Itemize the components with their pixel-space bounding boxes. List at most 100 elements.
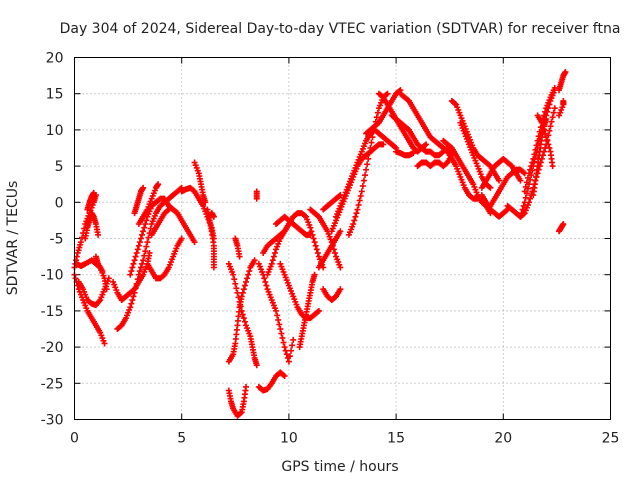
data-point (452, 100, 459, 107)
data-point (280, 372, 287, 379)
data-point (128, 300, 135, 307)
data-point (351, 217, 358, 224)
data-point (524, 174, 531, 181)
data-point (142, 248, 149, 255)
y-tick-label: 15 (46, 87, 64, 103)
data-point (281, 373, 288, 380)
data-point (131, 257, 138, 264)
data-point (274, 312, 281, 319)
data-point (520, 202, 527, 209)
data-point (99, 268, 106, 275)
data-point (374, 109, 381, 116)
data-point (285, 358, 292, 365)
data-point (546, 145, 553, 151)
data-point (330, 246, 337, 253)
y-tick-label: 10 (46, 123, 64, 139)
data-point (367, 145, 374, 151)
y-tick-label: -15 (41, 304, 64, 320)
y-tick-label: 5 (55, 159, 64, 175)
data-point (328, 239, 335, 246)
data-point (244, 275, 251, 282)
data-point (237, 410, 244, 417)
data-point (422, 142, 429, 149)
data-point (128, 268, 135, 275)
data-point (262, 278, 269, 285)
y-tick-label: -25 (41, 376, 64, 392)
data-point (127, 271, 134, 278)
data-point (210, 213, 217, 220)
data-point (363, 166, 370, 173)
data-point (541, 126, 548, 133)
plot-frame (74, 57, 611, 420)
data-point (527, 195, 534, 202)
data-point (191, 239, 198, 246)
y-tick-label: -20 (41, 340, 64, 356)
y-tick-label: 20 (46, 51, 64, 67)
x-tick-label: 15 (387, 431, 405, 447)
data-point (538, 119, 545, 126)
data-point (135, 242, 142, 249)
data-point (240, 315, 247, 322)
data-points (71, 68, 569, 419)
data-point (234, 289, 241, 296)
data-point (231, 276, 238, 283)
data-point (517, 177, 524, 184)
data-point (503, 207, 510, 214)
data-point (233, 285, 240, 292)
data-point (359, 183, 366, 190)
data-point (155, 181, 162, 188)
data-point (251, 257, 258, 264)
data-point (423, 141, 430, 148)
data-point (135, 271, 142, 278)
y-tick-label: -30 (41, 413, 64, 429)
data-point (357, 192, 364, 199)
data-point (360, 177, 367, 184)
x-tick-label: 5 (177, 431, 186, 447)
data-point (337, 286, 344, 293)
data-point (145, 234, 152, 241)
data-point (269, 257, 276, 264)
data-point (337, 264, 344, 271)
data-point (356, 197, 363, 204)
data-point (239, 311, 246, 318)
y-tick-label: -5 (50, 232, 64, 248)
data-point (315, 307, 322, 314)
data-point (522, 194, 529, 201)
data-point (105, 275, 112, 282)
data-point (132, 253, 139, 260)
data-point (290, 336, 297, 343)
data-point (487, 184, 494, 191)
data-point (352, 213, 359, 220)
data-point (517, 213, 524, 220)
data-point (245, 271, 252, 278)
data-point (240, 286, 247, 293)
data-point (548, 118, 555, 125)
data-point (133, 280, 140, 287)
data-point (331, 249, 338, 256)
data-point (551, 105, 558, 112)
y-tick-label: -10 (41, 268, 64, 284)
data-point (542, 130, 549, 137)
data-point (246, 268, 253, 275)
data-point (261, 275, 268, 282)
data-point (531, 151, 538, 158)
data-point (131, 289, 138, 296)
data-point (90, 189, 97, 196)
data-point (253, 188, 260, 195)
data-point (337, 228, 344, 235)
data-point (268, 260, 275, 267)
x-axis-label: GPS time / hours (281, 459, 398, 475)
data-point (210, 264, 217, 271)
data-point (275, 316, 282, 323)
data-point (543, 134, 550, 141)
data-point (137, 264, 144, 271)
data-point (474, 195, 481, 202)
data-point (496, 177, 503, 184)
data-point (313, 246, 320, 253)
x-tick-label: 20 (494, 431, 512, 447)
data-point (358, 188, 365, 195)
data-point (281, 344, 288, 351)
data-point (311, 271, 318, 278)
data-point (130, 260, 137, 267)
